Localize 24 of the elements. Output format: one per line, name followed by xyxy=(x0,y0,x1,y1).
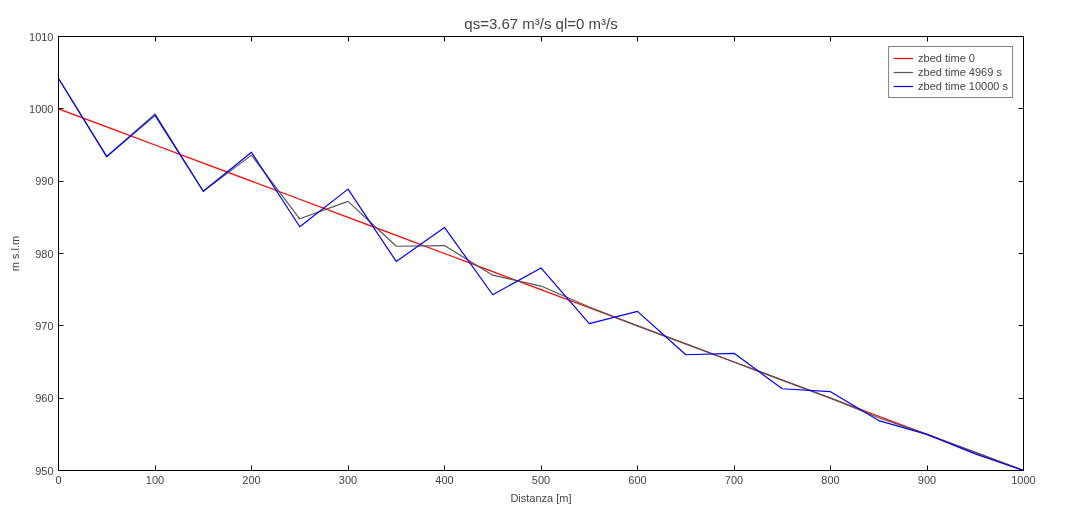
x-tick-label: 500 xyxy=(531,473,551,486)
y-tick-label: 950 xyxy=(35,464,54,477)
y-tick-label: 980 xyxy=(35,247,54,260)
x-tick-label: 0 xyxy=(55,473,62,486)
x-tick-label: 900 xyxy=(917,473,937,486)
y-tick-label: 990 xyxy=(35,175,54,188)
x-axis-title: Distanza [m] xyxy=(510,491,572,504)
x-tick-label: 100 xyxy=(145,473,165,486)
y-axis-title: m s.l.m xyxy=(9,235,22,272)
x-tick-label: 1000 xyxy=(1011,473,1036,486)
y-tick-label: 970 xyxy=(35,319,54,332)
x-tick-label: 700 xyxy=(724,473,744,486)
x-tick-label: 800 xyxy=(821,473,840,486)
x-tick-label: 200 xyxy=(242,473,261,486)
legend-label: zbed time 4969 s xyxy=(918,65,1002,79)
y-tick-label: 1010 xyxy=(29,30,54,43)
y-tick-label: 1000 xyxy=(29,102,54,115)
x-tick-label: 300 xyxy=(338,473,358,486)
legend-label: zbed time 10000 s xyxy=(918,79,1008,93)
x-tick-label: 400 xyxy=(435,473,454,486)
y-tick-label: 960 xyxy=(35,392,54,405)
legend-label: zbed time 0 xyxy=(918,51,975,65)
chart-title: qs=3.67 m³/s ql=0 m³/s xyxy=(464,14,618,32)
x-tick-label: 600 xyxy=(628,473,647,486)
